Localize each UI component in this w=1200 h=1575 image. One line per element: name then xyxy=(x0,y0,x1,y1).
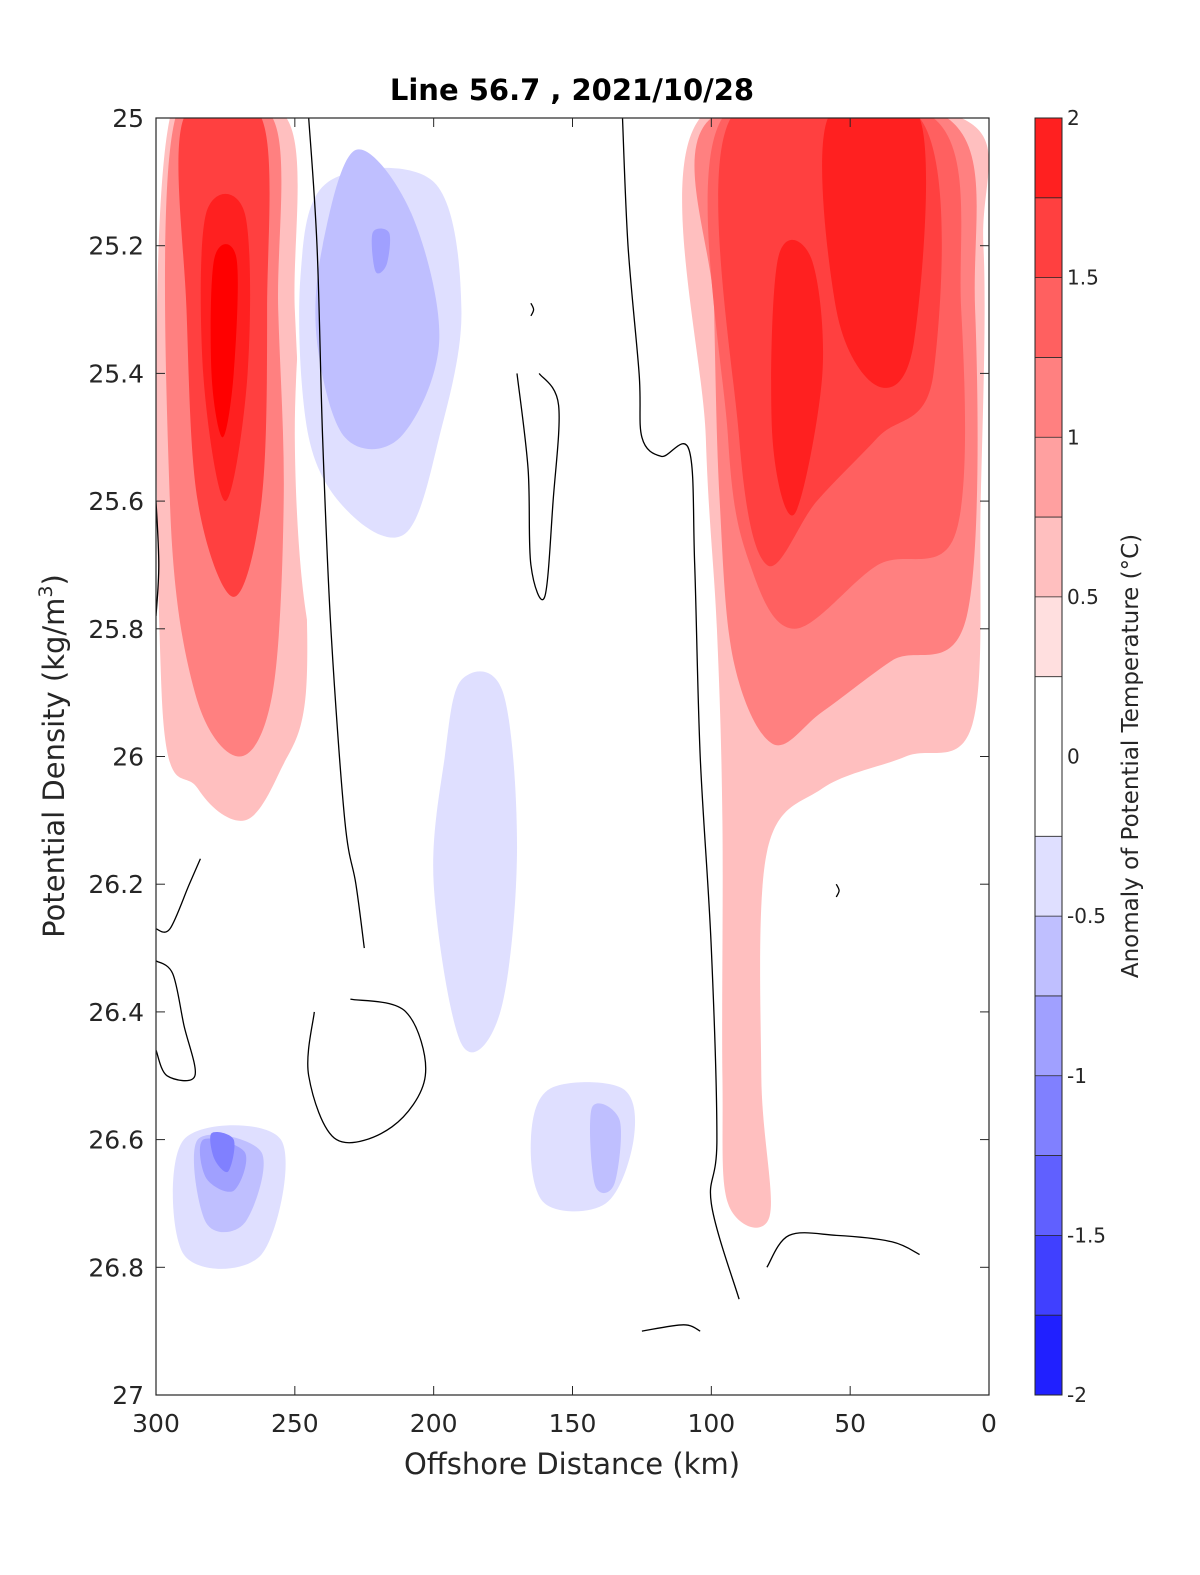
colorbar-title: Anomaly of Potential Temperature (°C) xyxy=(1118,534,1144,978)
y-axis-title-close: ) xyxy=(37,574,71,585)
colorbar-band-3 xyxy=(1035,1075,1062,1156)
colorbar-band-10 xyxy=(1035,437,1062,518)
zero-contour-0 xyxy=(308,118,365,949)
colorbar: 2 1.5 1 0.5 0 -0.5 -1 -1.5 -2 xyxy=(1034,106,1106,1407)
colorbar-band-9 xyxy=(1035,517,1062,597)
colorbar-band-0 xyxy=(1035,1315,1062,1395)
y-tick-label-6: 26.2 xyxy=(88,870,144,899)
colorbar-band-7 xyxy=(1035,676,1062,837)
x-axis-title: Offshore Distance (km) xyxy=(404,1447,740,1481)
zero-contour-9 xyxy=(641,1324,701,1332)
y-tick-label-5: 26 xyxy=(112,743,144,772)
contour-region-24 xyxy=(806,1214,896,1273)
colorbar-tick-label-3: 0.5 xyxy=(1067,585,1099,609)
colorbar-band-2 xyxy=(1035,1155,1062,1236)
colorbar-tick-label-6: -1 xyxy=(1067,1064,1087,1088)
axis-ticks: 300 250 200 150 100 50 0 25 25.2 25.4 25.6 25.8 26 26… xyxy=(88,104,997,1438)
colorbar-tick-label-4: 0 xyxy=(1067,745,1080,769)
zero-contour-6 xyxy=(307,998,427,1144)
zero-contour-7 xyxy=(766,1232,920,1268)
x-tick-label-1: 250 xyxy=(271,1409,319,1438)
contour-fill-layer xyxy=(156,118,989,1342)
y-tick-label-9: 26.8 xyxy=(88,1253,144,1282)
y-axis-title: Potential Density (kg/m3) xyxy=(35,574,71,938)
colorbar-band-4 xyxy=(1035,995,1062,1076)
zero-contour-4 xyxy=(516,373,560,601)
colorbar-tick-label-1: 1.5 xyxy=(1067,266,1099,290)
contour-region-21 xyxy=(210,1131,235,1173)
colorbar-tick-label-5: -0.5 xyxy=(1067,904,1106,928)
colorbar-band-5 xyxy=(1035,916,1062,996)
contour-region-4 xyxy=(210,244,238,438)
colorbar-band-6 xyxy=(1035,836,1062,917)
contour-region-13 xyxy=(315,149,440,450)
x-tick-label-6: 0 xyxy=(981,1409,997,1438)
x-tick-label-4: 100 xyxy=(687,1409,735,1438)
zero-contour-3 xyxy=(156,960,197,1082)
zero-contour-10 xyxy=(835,883,840,898)
zero-contour-8 xyxy=(530,302,535,317)
zero-contour-5 xyxy=(621,118,740,1300)
contour-region-9 xyxy=(822,118,927,388)
chart-title: Line 56.7 , 2021/10/28 xyxy=(390,73,754,107)
contour-region-15 xyxy=(322,753,435,1048)
x-tick-label-5: 50 xyxy=(834,1409,866,1438)
y-tick-label-2: 25.4 xyxy=(88,359,144,388)
colorbar-band-8 xyxy=(1035,596,1062,677)
colorbar-band-1 xyxy=(1035,1235,1062,1316)
zero-contour-layer xyxy=(156,118,920,1332)
contour-region-25 xyxy=(515,118,578,278)
y-tick-label-1: 25.2 xyxy=(88,232,144,261)
colorbar-frame xyxy=(1034,117,1063,1396)
y-axis-title-superscript: 3 xyxy=(35,585,57,597)
y-tick-label-4: 25.8 xyxy=(88,615,144,644)
contour-region-14 xyxy=(371,228,391,274)
y-tick-label-3: 25.6 xyxy=(88,487,144,516)
y-tick-label-8: 26.6 xyxy=(88,1126,144,1155)
contour-region-23 xyxy=(589,1103,621,1194)
colorbar-tick-label-0: 2 xyxy=(1067,106,1080,130)
zero-contour-2 xyxy=(156,858,201,933)
x-tick-label-0: 300 xyxy=(132,1409,180,1438)
colorbar-tick-label-8: -2 xyxy=(1067,1383,1087,1407)
colorbar-band-11 xyxy=(1035,357,1062,438)
y-tick-label-7: 26.4 xyxy=(88,998,144,1027)
x-tick-label-2: 200 xyxy=(410,1409,458,1438)
y-axis-title-main: Potential Density (kg/m xyxy=(37,598,71,938)
colorbar-tick-label-2: 1 xyxy=(1067,425,1080,449)
colorbar-band-12 xyxy=(1035,277,1062,358)
y-tick-label-10: 27 xyxy=(112,1381,144,1410)
contour-region-16 xyxy=(433,671,518,1053)
x-tick-label-3: 150 xyxy=(549,1409,597,1438)
colorbar-tick-label-7: -1.5 xyxy=(1067,1223,1106,1247)
y-tick-label-0: 25 xyxy=(112,104,144,133)
colorbar-band-13 xyxy=(1035,197,1062,278)
colorbar-band-14 xyxy=(1035,118,1062,198)
zero-contour-1 xyxy=(156,501,160,617)
contour-region-10 xyxy=(771,239,824,516)
